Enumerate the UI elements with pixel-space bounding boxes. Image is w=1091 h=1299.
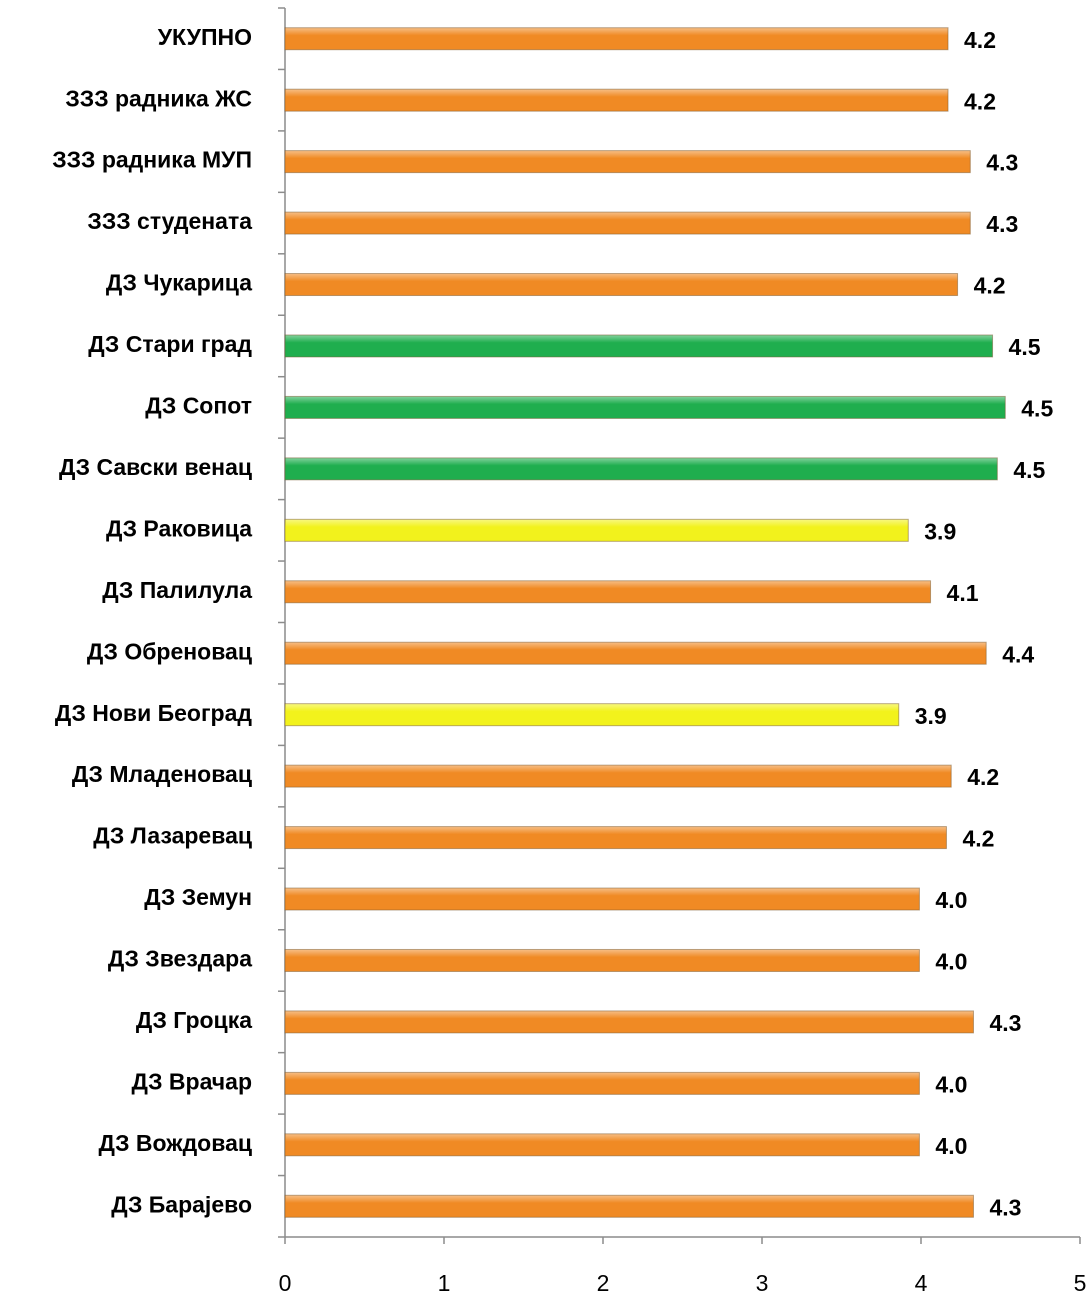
y-tick-label: УКУПНО [158,24,252,50]
x-tick-label: 0 [279,1270,292,1296]
bar [284,1133,920,1157]
value-label: 4.2 [974,273,1006,299]
y-tick-label: ДЗ Стари град [88,331,252,357]
value-label: 4.2 [964,88,996,114]
x-tick-label: 2 [597,1270,610,1296]
y-tick-label: ДЗ Звездара [108,946,252,972]
bar [284,273,959,297]
y-tick-label: ЗЗЗ студената [87,208,252,234]
bar [284,580,932,604]
y-tick-label: ДЗ Нови Београд [55,700,253,726]
value-label: 4.5 [1013,457,1045,483]
bar [284,150,971,174]
bar [284,334,994,358]
value-label: 4.5 [1021,396,1053,422]
value-label: 4.3 [989,1194,1021,1220]
bar [284,211,971,235]
bar [284,826,947,850]
value-label: 3.9 [915,703,947,729]
y-tick-label: ДЗ Лазаревац [93,823,252,849]
bar [284,1071,920,1095]
y-tick-label: ДЗ Барајево [111,1191,252,1217]
bar [284,641,987,665]
bar [284,764,952,788]
value-label: 4.0 [935,1133,967,1159]
y-tick-label: ДЗ Палилула [102,577,252,603]
bar [284,457,998,481]
bar [284,518,909,542]
x-tick-label: 3 [756,1270,769,1296]
bar [284,887,920,911]
bar [284,27,949,51]
bar [284,703,900,727]
value-label: 4.0 [935,1071,967,1097]
bar [284,1194,974,1218]
value-label: 4.2 [967,764,999,790]
y-tick-label: ДЗ Врачар [131,1068,252,1094]
value-label: 4.5 [1009,334,1041,360]
bar [284,1010,974,1034]
y-tick-label: ДЗ Обреновац [87,638,252,664]
y-tick-label: ДЗ Младеновац [72,761,252,787]
x-tick-label: 5 [1074,1270,1087,1296]
value-label: 4.3 [989,1010,1021,1036]
y-tick-label: ДЗ Сопот [145,393,252,419]
y-tick-label: ДЗ Гроцка [136,1007,252,1033]
y-tick-label: ДЗ Чукарица [106,270,252,296]
x-tick-label: 4 [915,1270,928,1296]
value-label: 3.9 [924,518,956,544]
y-tick-label: ЗЗЗ радника МУП [52,147,252,173]
bar [284,88,949,112]
value-label: 4.0 [935,887,967,913]
value-label: 4.3 [986,150,1018,176]
y-tick-label: ДЗ Земун [144,884,252,910]
y-tick-label: ЗЗЗ радника ЖС [65,85,252,111]
x-tick-label: 1 [438,1270,451,1296]
bar [284,948,920,972]
y-tick-label: ДЗ Вождовац [98,1130,252,1156]
y-tick-label: ДЗ Савски венац [59,454,252,480]
value-label: 4.2 [964,27,996,53]
value-label: 4.0 [935,949,967,975]
value-label: 4.3 [986,211,1018,237]
y-tick-label: ДЗ Раковица [106,515,252,541]
value-label: 4.1 [947,580,979,606]
value-label: 4.2 [962,826,994,852]
bar [284,395,1006,419]
value-label: 4.4 [1002,641,1034,667]
